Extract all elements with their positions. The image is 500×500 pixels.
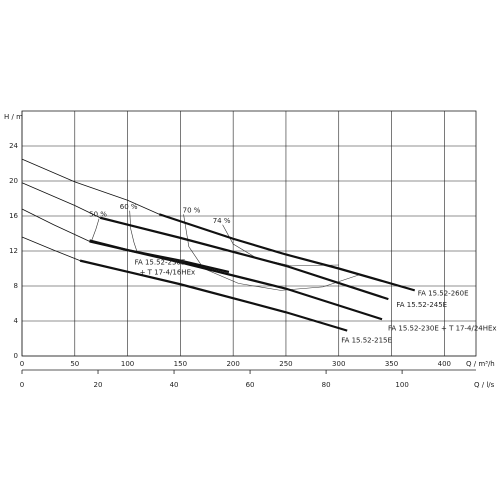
y-tick-label: 12 [9, 247, 18, 255]
efficiency-label: 74 % [213, 217, 231, 225]
x-tick-label: 400 [438, 360, 451, 368]
series-label: FA 15.52-245E [396, 301, 447, 309]
y-tick-label: 8 [14, 282, 18, 290]
series-label: FA 15.52-260E [418, 289, 469, 297]
efficiency-curve [222, 224, 339, 267]
y-tick-label: 16 [9, 212, 18, 220]
pump-curve [21, 182, 101, 219]
operating-range [89, 239, 230, 274]
operating-range [99, 216, 389, 301]
x-tick-label: 250 [279, 360, 292, 368]
efficiency-label: 60 % [120, 203, 138, 211]
x-tick-label: 150 [174, 360, 187, 368]
pump-curve [21, 208, 90, 242]
x-tick-label: 300 [332, 360, 345, 368]
efficiency-curve [183, 214, 360, 291]
x2-tick-label: 0 [20, 381, 24, 389]
efficiency-curve [91, 218, 100, 241]
efficiency-label: 50 % [89, 211, 107, 219]
x-tick-label: 200 [226, 360, 239, 368]
pump-curve [21, 158, 160, 215]
efficiency-label: 70 % [183, 206, 201, 214]
series-label: FA 15.52-215E [341, 337, 392, 345]
x-tick-label: 100 [121, 360, 134, 368]
x-tick-label: 350 [385, 360, 398, 368]
operating-range [158, 213, 416, 292]
x2-tick-label: 40 [170, 381, 179, 389]
x2-tick-label: 20 [94, 381, 103, 389]
x2-axis-label: Q / l/s [474, 381, 495, 389]
x-tick-label: 0 [20, 360, 24, 368]
operating-range [79, 259, 348, 332]
series-label: + T 17-4/16HEx [140, 269, 196, 277]
y-tick-label: 4 [14, 317, 19, 325]
x2-tick-label: 80 [322, 381, 331, 389]
efficiency-curve [129, 210, 138, 252]
y-tick-label: 20 [9, 177, 18, 185]
y-tick-label: 24 [9, 142, 18, 150]
pump-curve [21, 236, 81, 261]
plot-frame [21, 110, 477, 357]
x2-tick-label: 60 [246, 381, 255, 389]
x-tick-label: 50 [70, 360, 79, 368]
series-label: FA 15.52-230E + T 17-4/24HEx [388, 324, 497, 332]
y-tick-label: 0 [14, 352, 18, 360]
x-axis-label: Q / m³/h [466, 360, 495, 368]
y-axis-label: H / m [4, 113, 23, 121]
series-label: FA 15.52-230E [135, 259, 186, 267]
x2-tick-label: 100 [395, 381, 408, 389]
